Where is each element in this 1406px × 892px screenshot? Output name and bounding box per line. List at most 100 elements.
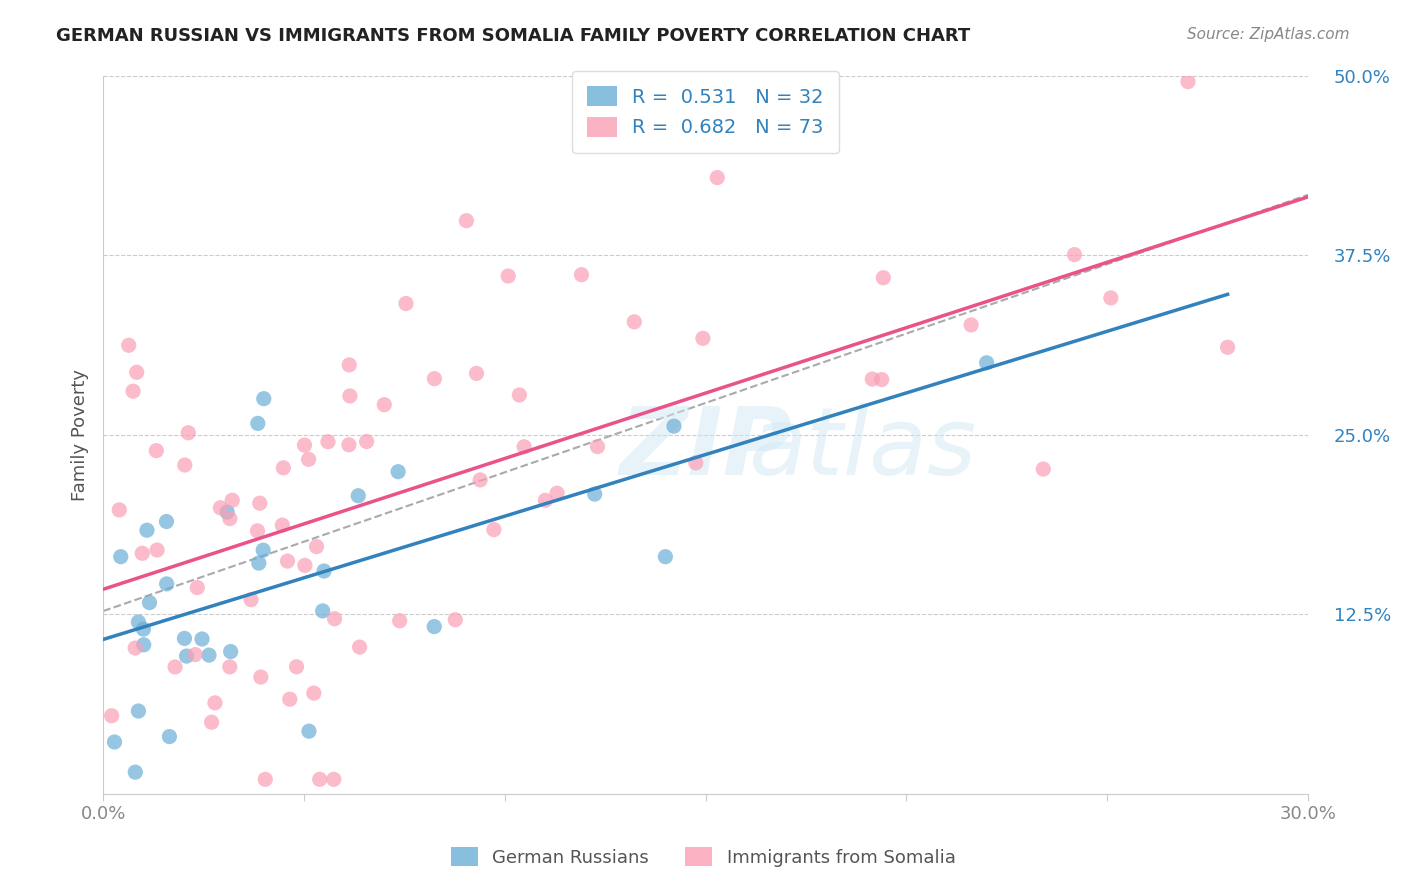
Immigrants from Somalia	[250, 670, 273, 684]
Immigrants from Somalia	[218, 511, 240, 525]
Immigrants from Somalia	[692, 331, 714, 345]
Immigrants from Somalia	[395, 296, 418, 310]
Immigrants from Somalia	[204, 696, 226, 710]
Immigrants from Somalia	[323, 612, 346, 626]
Immigrants from Somalia	[305, 540, 328, 554]
German Russians	[312, 564, 335, 578]
Immigrants from Somalia	[118, 338, 141, 352]
Immigrants from Somalia	[1177, 75, 1199, 89]
German Russians	[247, 556, 270, 570]
Immigrants from Somalia	[546, 486, 568, 500]
German Russians	[662, 419, 685, 434]
Immigrants from Somalia	[388, 614, 411, 628]
Immigrants from Somalia	[860, 372, 883, 386]
German Russians	[312, 604, 335, 618]
Immigrants from Somalia	[294, 438, 316, 452]
Immigrants from Somalia	[513, 440, 536, 454]
Immigrants from Somalia	[249, 496, 271, 510]
Immigrants from Somalia	[108, 503, 131, 517]
Immigrants from Somalia	[273, 460, 295, 475]
German Russians	[132, 622, 155, 636]
Immigrants from Somalia	[444, 613, 467, 627]
Immigrants from Somalia	[125, 365, 148, 379]
German Russians	[127, 615, 149, 629]
German Russians	[253, 392, 276, 406]
German Russians	[654, 549, 676, 564]
Immigrants from Somalia	[1063, 247, 1085, 261]
German Russians	[976, 356, 998, 370]
German Russians	[298, 724, 321, 739]
Immigrants from Somalia	[960, 318, 983, 332]
German Russians	[136, 523, 159, 537]
Immigrants from Somalia	[302, 686, 325, 700]
Immigrants from Somalia	[456, 213, 478, 227]
Immigrants from Somalia	[285, 660, 308, 674]
Immigrants from Somalia	[356, 434, 378, 449]
Immigrants from Somalia	[297, 452, 319, 467]
German Russians	[173, 632, 195, 646]
Legend: R =  0.531   N = 32, R =  0.682   N = 73: R = 0.531 N = 32, R = 0.682 N = 73	[572, 70, 839, 153]
Immigrants from Somalia	[218, 660, 240, 674]
Immigrants from Somalia	[173, 458, 195, 472]
Immigrants from Somalia	[685, 456, 707, 470]
Immigrants from Somalia	[294, 558, 316, 573]
Immigrants from Somalia	[339, 389, 361, 403]
German Russians	[124, 765, 146, 780]
Immigrants from Somalia	[373, 398, 395, 412]
Immigrants from Somalia	[1216, 340, 1239, 354]
Immigrants from Somalia	[165, 660, 187, 674]
Immigrants from Somalia	[322, 772, 344, 787]
Immigrants from Somalia	[1099, 291, 1122, 305]
German Russians	[217, 505, 239, 519]
Immigrants from Somalia	[200, 715, 222, 730]
German Russians	[387, 465, 409, 479]
Immigrants from Somalia	[706, 170, 728, 185]
Immigrants from Somalia	[623, 315, 645, 329]
Immigrants from Somalia	[184, 648, 207, 662]
Text: Source: ZipAtlas.com: Source: ZipAtlas.com	[1187, 27, 1350, 42]
German Russians	[176, 649, 198, 664]
Immigrants from Somalia	[276, 554, 298, 568]
German Russians	[103, 735, 125, 749]
Immigrants from Somalia	[465, 367, 488, 381]
German Russians	[191, 632, 214, 646]
Immigrants from Somalia	[124, 641, 146, 656]
Immigrants from Somalia	[1032, 462, 1054, 476]
Y-axis label: Family Poverty: Family Poverty	[72, 368, 89, 500]
German Russians	[159, 730, 181, 744]
Immigrants from Somalia	[308, 772, 330, 787]
Text: ZIP: ZIP	[619, 403, 792, 495]
Immigrants from Somalia	[177, 425, 200, 440]
Immigrants from Somalia	[122, 384, 145, 398]
Immigrants from Somalia	[586, 440, 609, 454]
Immigrants from Somalia	[271, 518, 294, 533]
German Russians	[252, 543, 274, 558]
Immigrants from Somalia	[534, 493, 557, 508]
Immigrants from Somalia	[470, 473, 492, 487]
Legend: German Russians, Immigrants from Somalia: German Russians, Immigrants from Somalia	[443, 840, 963, 874]
Immigrants from Somalia	[337, 438, 360, 452]
German Russians	[127, 704, 149, 718]
Immigrants from Somalia	[872, 270, 894, 285]
Immigrants from Somalia	[100, 708, 122, 723]
Immigrants from Somalia	[423, 372, 446, 386]
German Russians	[583, 487, 606, 501]
Immigrants from Somalia	[571, 268, 593, 282]
German Russians	[110, 549, 132, 564]
Immigrants from Somalia	[316, 434, 339, 449]
Immigrants from Somalia	[145, 443, 167, 458]
Immigrants from Somalia	[870, 372, 893, 386]
Immigrants from Somalia	[482, 523, 505, 537]
Immigrants from Somalia	[240, 592, 263, 607]
Text: GERMAN RUSSIAN VS IMMIGRANTS FROM SOMALIA FAMILY POVERTY CORRELATION CHART: GERMAN RUSSIAN VS IMMIGRANTS FROM SOMALI…	[56, 27, 970, 45]
Immigrants from Somalia	[209, 500, 232, 515]
Text: atlas: atlas	[748, 403, 976, 494]
German Russians	[132, 638, 155, 652]
German Russians	[219, 644, 242, 658]
Immigrants from Somalia	[186, 581, 208, 595]
German Russians	[138, 596, 160, 610]
Immigrants from Somalia	[349, 640, 371, 654]
Immigrants from Somalia	[146, 543, 169, 558]
German Russians	[246, 417, 269, 431]
German Russians	[156, 577, 179, 591]
